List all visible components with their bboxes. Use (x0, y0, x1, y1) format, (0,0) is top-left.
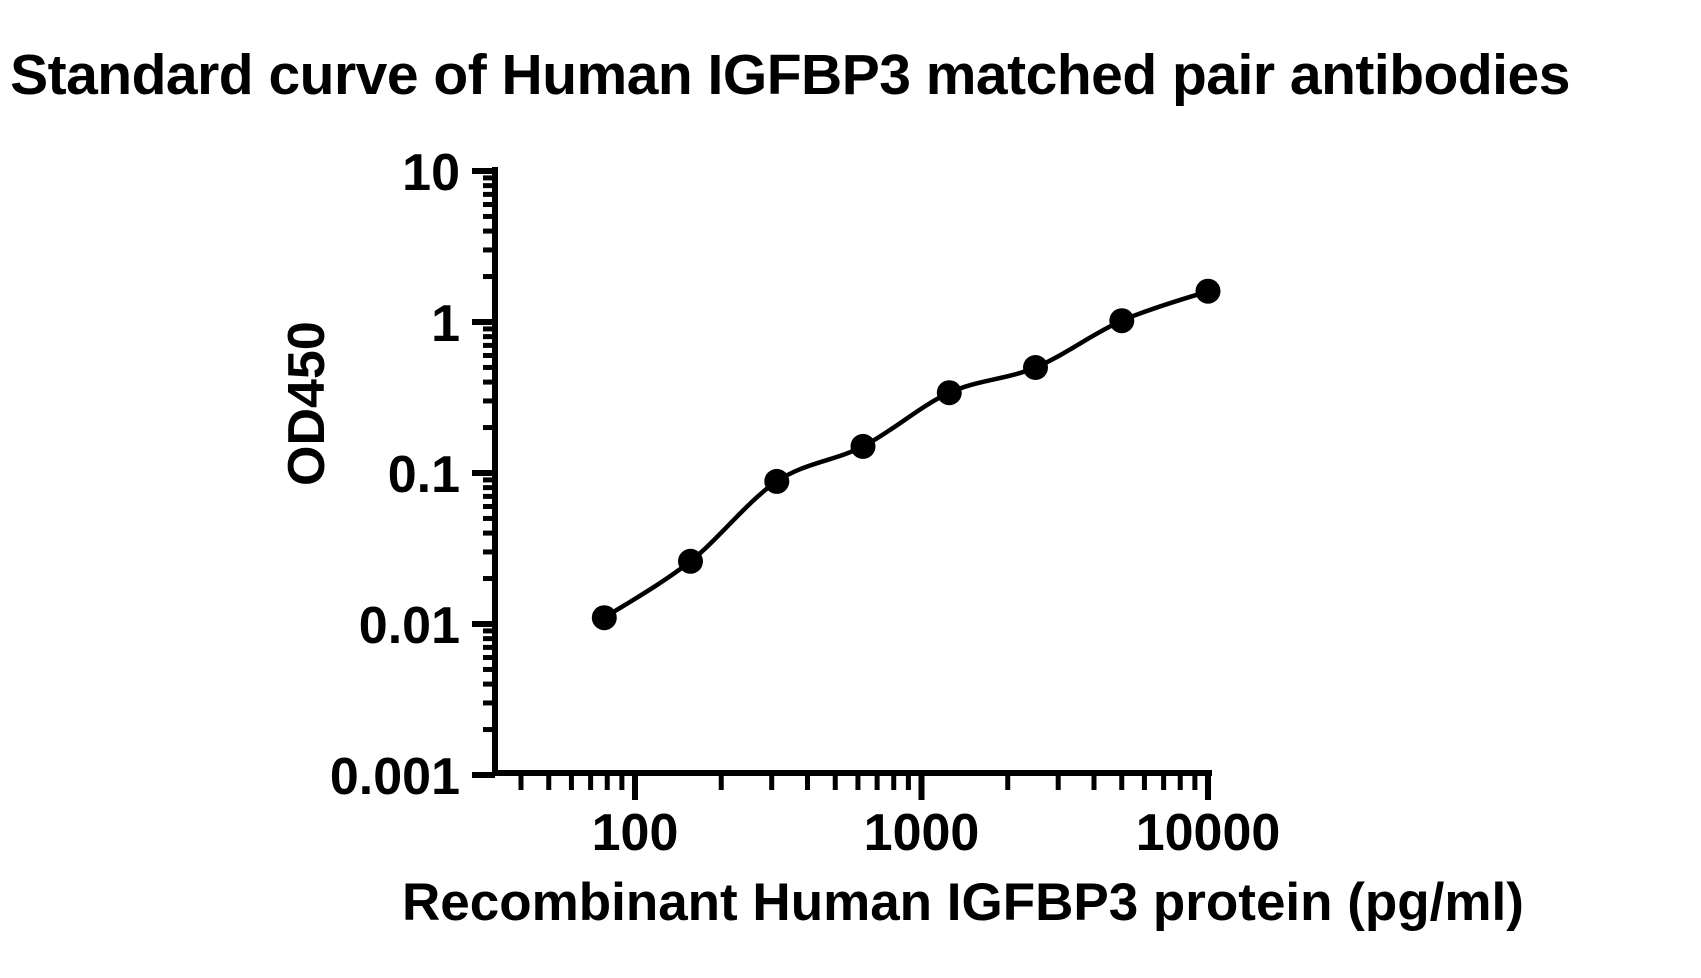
data-point (678, 548, 703, 574)
data-point (591, 605, 617, 631)
data-point (764, 468, 790, 494)
chart-title: Standard curve of Human IGFBP3 matched p… (10, 43, 1570, 107)
y-tick-label: 0.1 (388, 446, 460, 504)
x-axis-title: Recombinant Human IGFBP3 protein (pg/ml) (402, 873, 1524, 932)
y-tick-label: 0.01 (359, 597, 460, 655)
data-point (1109, 308, 1135, 334)
x-tick-label: 100 (592, 804, 679, 862)
data-point (1195, 278, 1221, 304)
y-axis-title: OD450 (278, 321, 336, 486)
data-point (936, 380, 962, 406)
data-point (850, 433, 876, 459)
data-point (1023, 355, 1048, 380)
y-tick-label: 0.001 (330, 748, 460, 806)
y-tick-label: 1 (431, 295, 460, 353)
y-tick-label: 10 (402, 144, 460, 202)
x-tick-label: 10000 (1136, 804, 1281, 862)
x-tick-label: 1000 (864, 804, 980, 862)
